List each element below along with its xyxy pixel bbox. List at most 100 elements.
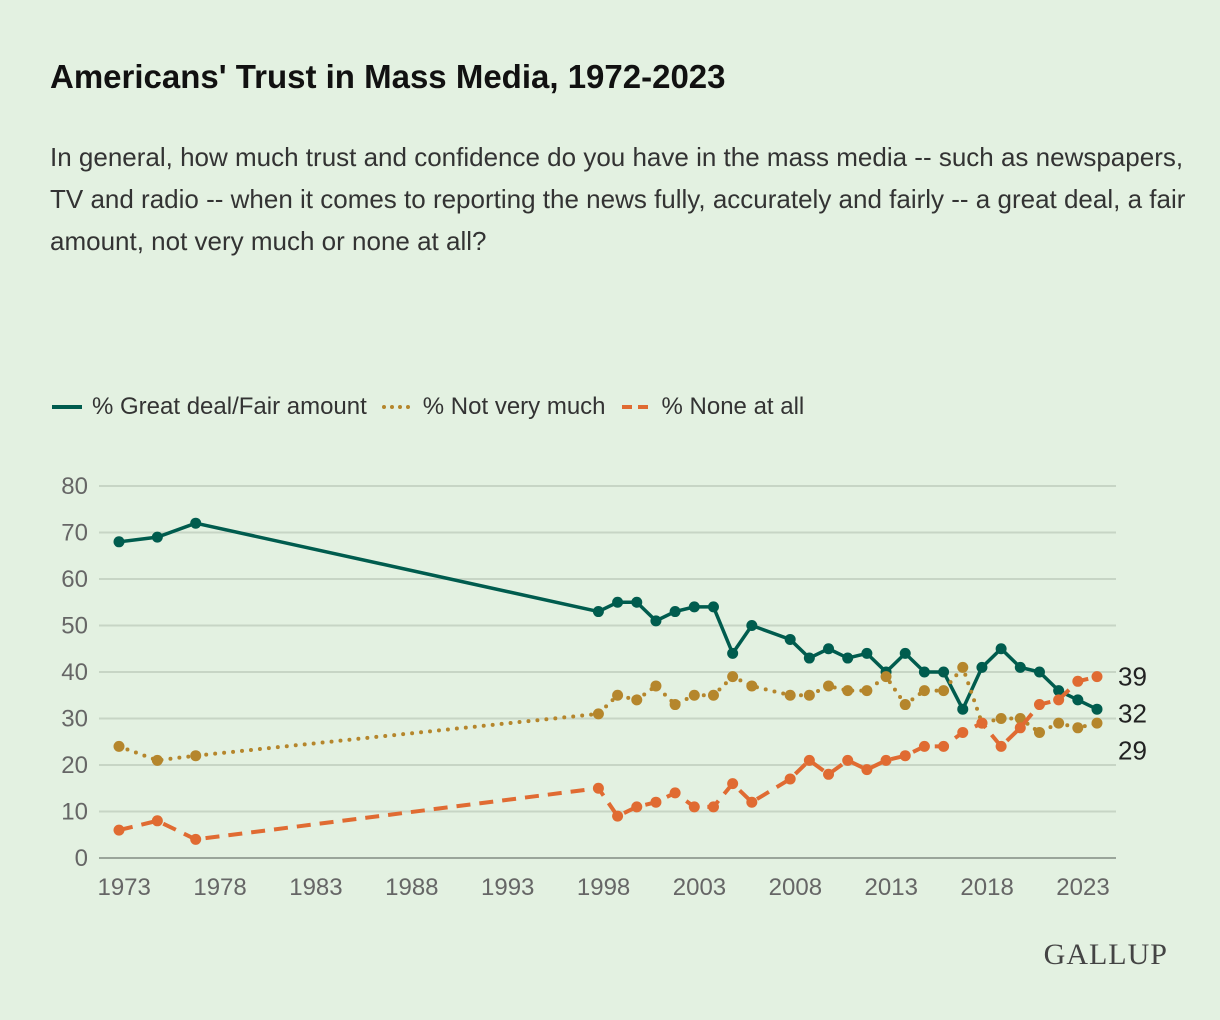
data-point [746,796,758,808]
data-point [861,647,873,659]
data-point [976,717,988,729]
data-point [727,778,739,790]
x-tick-label: 1978 [193,874,246,901]
data-point [938,685,950,697]
data-point [707,689,719,701]
data-point [1053,717,1065,729]
data-point [1033,666,1045,678]
x-tick-label: 2013 [865,874,918,901]
data-point [727,671,739,683]
data-point [669,606,681,618]
legend-dashed-line-icon [621,405,652,409]
data-point [1014,713,1026,724]
data-point [784,773,796,785]
data-point [842,652,854,664]
legend-dotted-line-icon [381,405,415,409]
data-point [880,671,892,683]
data-point [631,694,643,706]
x-tick-label: 1988 [385,874,438,901]
data-point [861,764,873,776]
data-point [995,643,1007,655]
data-point [592,708,604,720]
data-point [995,740,1007,752]
data-point [1072,675,1084,687]
data-point [803,754,815,766]
data-point [1033,726,1045,738]
data-point [1014,722,1026,734]
data-point [899,699,911,711]
x-tick-label: 2003 [673,874,726,901]
end-data-label: 29 [1118,736,1147,766]
data-point [995,713,1007,724]
data-point [707,801,719,813]
x-tick-label: 2023 [1056,874,1109,901]
x-tick-label: 1993 [481,874,534,901]
data-point [938,666,950,678]
data-point [631,596,643,608]
data-point [918,685,930,697]
data-point [957,703,969,715]
data-point [151,531,163,543]
data-point [861,685,873,697]
data-point [918,740,930,752]
data-point [688,801,700,813]
data-point [190,750,202,762]
x-tick-label: 2008 [769,874,822,901]
data-point [650,796,662,808]
data-point [918,666,930,678]
data-point [957,726,969,738]
data-point [669,787,681,799]
y-tick-label: 70 [61,520,88,547]
chart-subtitle: In general, how much trust and confidenc… [50,142,1186,256]
data-point [746,680,758,692]
data-point [1091,703,1103,715]
y-tick-label: 60 [61,566,88,593]
data-point [707,601,719,613]
legend-item-not-very-much: % Not very much [381,393,606,421]
legend-solid-line-icon [52,405,82,409]
data-point [1091,671,1103,683]
x-tick-label: 2018 [960,874,1013,901]
gallup-logo: GALLUP [1043,938,1168,971]
data-point [190,833,202,845]
legend-item-none-at-all: % None at all [620,393,804,421]
data-point [1053,685,1065,697]
data-point [592,606,604,618]
legend: % Great deal/Fair amount % Not very much… [50,393,818,421]
data-point [938,740,950,752]
data-point [880,754,892,766]
data-point [746,620,758,631]
data-point [976,661,988,673]
y-tick-label: 20 [61,752,88,779]
data-point [612,689,624,701]
data-point [190,517,202,529]
end-data-label: 32 [1118,699,1147,729]
data-point [592,782,604,794]
data-point [803,689,815,701]
y-tick-label: 30 [61,706,88,733]
data-point [1014,661,1026,673]
data-point [803,652,815,664]
data-point [113,824,125,836]
data-point [1033,699,1045,711]
end-data-label: 39 [1118,662,1147,692]
data-point [650,680,662,692]
data-point [899,750,911,762]
data-point [151,815,163,827]
y-tick-label: 10 [61,799,88,826]
data-point [823,643,835,655]
y-tick-label: 40 [61,659,88,686]
data-point [784,633,796,645]
data-point [688,601,700,613]
x-tick-label: 1998 [577,874,630,901]
data-point [669,699,681,711]
x-tick-label: 1973 [97,874,150,901]
data-point [823,680,835,692]
data-point [631,801,643,813]
data-point [612,810,624,822]
series-line-1 [117,663,1099,763]
data-point [650,615,662,627]
data-point [727,647,739,659]
y-tick-label: 0 [75,845,88,872]
data-point [612,596,624,608]
